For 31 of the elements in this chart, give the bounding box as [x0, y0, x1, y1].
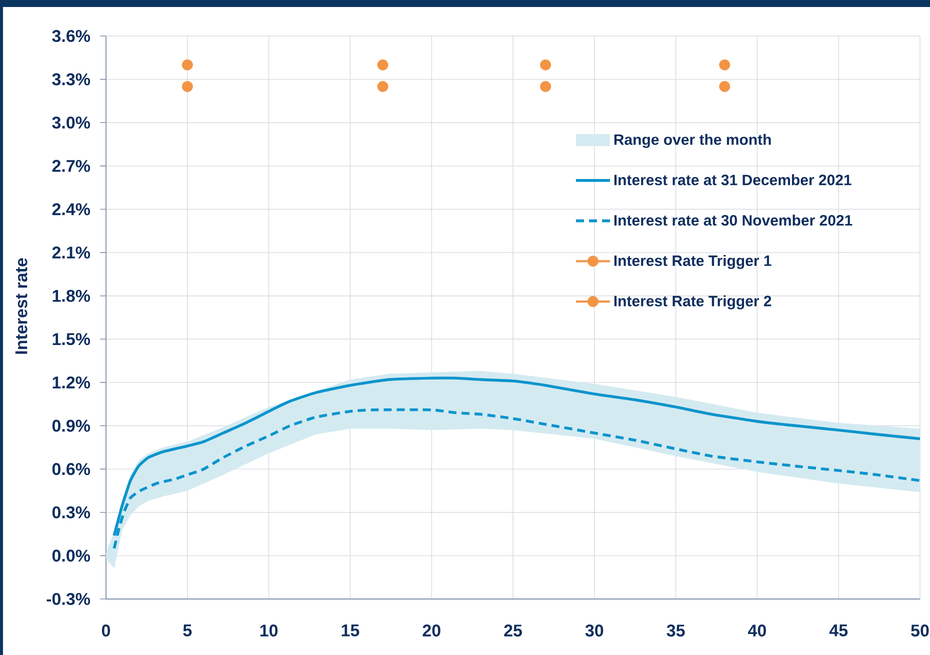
- x-tick-label: 20: [422, 624, 440, 637]
- y-tick-label: 3.6%: [52, 30, 90, 42]
- y-tick-label: -0.3%: [46, 592, 90, 606]
- y-tick-label: 1.2%: [52, 376, 90, 388]
- legend-label: Range over the month: [614, 134, 771, 148]
- y-tick-label: 2.1%: [52, 246, 90, 259]
- x-tick-label: 25: [504, 624, 522, 637]
- x-tick-label: 50: [911, 624, 929, 637]
- y-axis-title: Interest rate: [15, 258, 28, 354]
- x-tick-label: 45: [829, 624, 848, 636]
- y-tick-label: 1.8%: [52, 290, 90, 302]
- x-tick-label: 10: [260, 624, 278, 637]
- y-tick-label: 3.3%: [52, 73, 90, 86]
- y-tick-label: 1.5%: [52, 333, 90, 346]
- legend-label: Interest rate at 31 December 2021: [614, 174, 852, 186]
- legend-label: Interest Rate Trigger 2: [614, 295, 772, 310]
- x-tick-label: 0: [102, 624, 110, 637]
- y-tick-label: 0.0%: [52, 550, 90, 562]
- x-tick-label: 15: [342, 624, 360, 636]
- x-tick-label: 5: [183, 624, 192, 636]
- y-tick-label: 0.9%: [52, 420, 90, 432]
- x-tick-label: 30: [585, 624, 604, 637]
- y-tick-label: 0.6%: [52, 463, 90, 476]
- y-tick-label: 2.7%: [52, 160, 90, 172]
- y-tick-label: 3.0%: [52, 116, 90, 129]
- legend-label: Interest rate at 30 November 2021: [614, 214, 852, 226]
- y-tick-label: 2.4%: [52, 203, 90, 216]
- x-tick-label: 40: [748, 624, 766, 637]
- y-tick-label: 0.3%: [52, 506, 90, 518]
- legend-label: Interest Rate Trigger 1: [614, 254, 772, 270]
- x-tick-label: 35: [666, 624, 685, 637]
